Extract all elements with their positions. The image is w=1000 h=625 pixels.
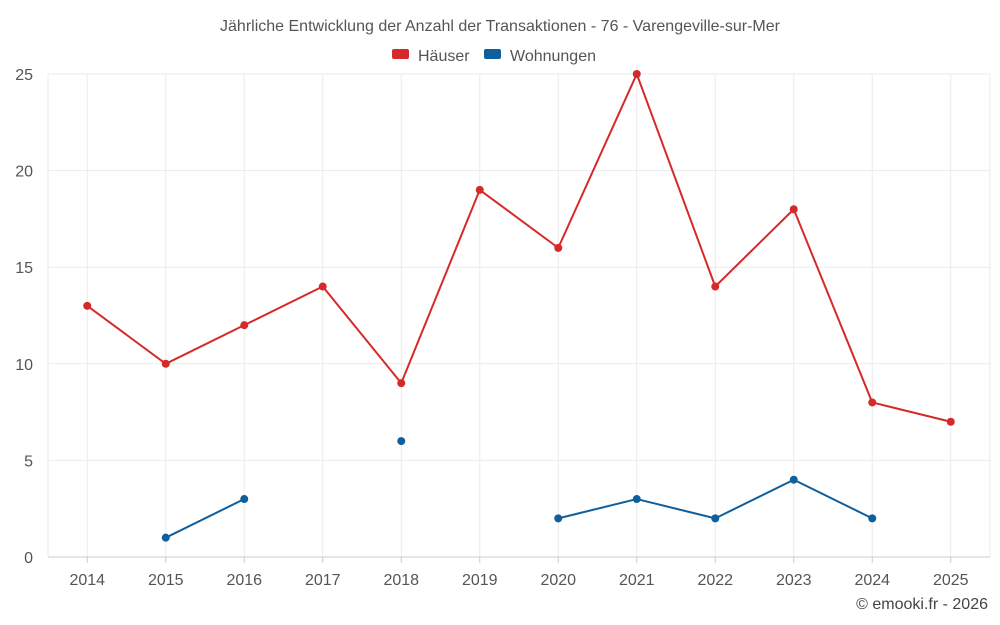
legend-label-haeuser: Häuser <box>418 48 470 65</box>
data-point-wohnungen[interactable] <box>397 437 406 446</box>
y-tick-label: 0 <box>24 550 33 567</box>
data-point-haeuser[interactable] <box>240 321 249 330</box>
data-point-wohnungen[interactable] <box>240 495 249 504</box>
x-tick-label: 2021 <box>619 572 655 589</box>
data-point-haeuser[interactable] <box>789 205 798 214</box>
data-point-haeuser[interactable] <box>318 282 327 291</box>
series-line-haeuser <box>86 73 951 423</box>
y-tick-label: 25 <box>15 67 33 84</box>
legend-item-wohnungen[interactable]: Wohnungen <box>484 48 596 65</box>
data-point-wohnungen[interactable] <box>554 514 563 523</box>
data-point-haeuser[interactable] <box>946 417 955 426</box>
x-tick-label: 2022 <box>697 572 733 589</box>
legend-swatch-wohnungen <box>484 49 501 59</box>
x-tick-label: 2017 <box>305 572 341 589</box>
y-tick-label: 5 <box>24 453 33 470</box>
data-point-wohnungen[interactable] <box>161 533 170 542</box>
data-point-wohnungen[interactable] <box>868 514 877 523</box>
series-line-wohnungen <box>165 498 245 539</box>
grid <box>48 73 990 557</box>
y-tick-label: 10 <box>15 357 33 374</box>
x-tick-label: 2014 <box>69 572 105 589</box>
legend-swatch-haeuser <box>392 49 409 59</box>
data-point-haeuser[interactable] <box>397 379 406 388</box>
x-tick-label: 2020 <box>540 572 576 589</box>
credit-text: © emooki.fr - 2026 <box>856 596 988 613</box>
x-tick-label: 2025 <box>933 572 969 589</box>
x-tick-label: 2023 <box>776 572 812 589</box>
data-point-haeuser[interactable] <box>83 301 92 310</box>
x-tick-label: 2016 <box>226 572 262 589</box>
data-point-wohnungen[interactable] <box>711 514 720 523</box>
series-layer <box>83 70 955 542</box>
x-tick-label: 2015 <box>148 572 184 589</box>
x-tick-label: 2019 <box>462 572 498 589</box>
data-point-haeuser[interactable] <box>868 398 877 407</box>
data-point-haeuser[interactable] <box>711 282 720 291</box>
data-point-wohnungen[interactable] <box>632 495 641 504</box>
x-tick-label: 2024 <box>854 572 890 589</box>
data-point-wohnungen[interactable] <box>789 475 798 484</box>
x-tick-label: 2018 <box>383 572 419 589</box>
legend: Häuser Wohnungen <box>392 48 596 65</box>
y-tick-label: 20 <box>15 164 33 181</box>
legend-item-haeuser[interactable]: Häuser <box>392 48 470 65</box>
chart-title: Jährliche Entwicklung der Anzahl der Tra… <box>220 18 781 35</box>
legend-label-wohnungen: Wohnungen <box>510 48 596 65</box>
series-wohnungen <box>161 437 877 542</box>
data-point-haeuser[interactable] <box>554 243 563 252</box>
data-point-haeuser[interactable] <box>161 359 170 368</box>
x-axis: 2014 2015 2016 2017 2018 2019 2020 2021 2022 2023… <box>48 556 990 589</box>
data-point-haeuser[interactable] <box>632 70 641 78</box>
data-point-haeuser[interactable] <box>475 185 484 194</box>
y-axis: 0 5 10 15 20 25 <box>15 67 991 567</box>
series-haeuser <box>83 70 955 426</box>
y-tick-label: 15 <box>15 260 33 277</box>
